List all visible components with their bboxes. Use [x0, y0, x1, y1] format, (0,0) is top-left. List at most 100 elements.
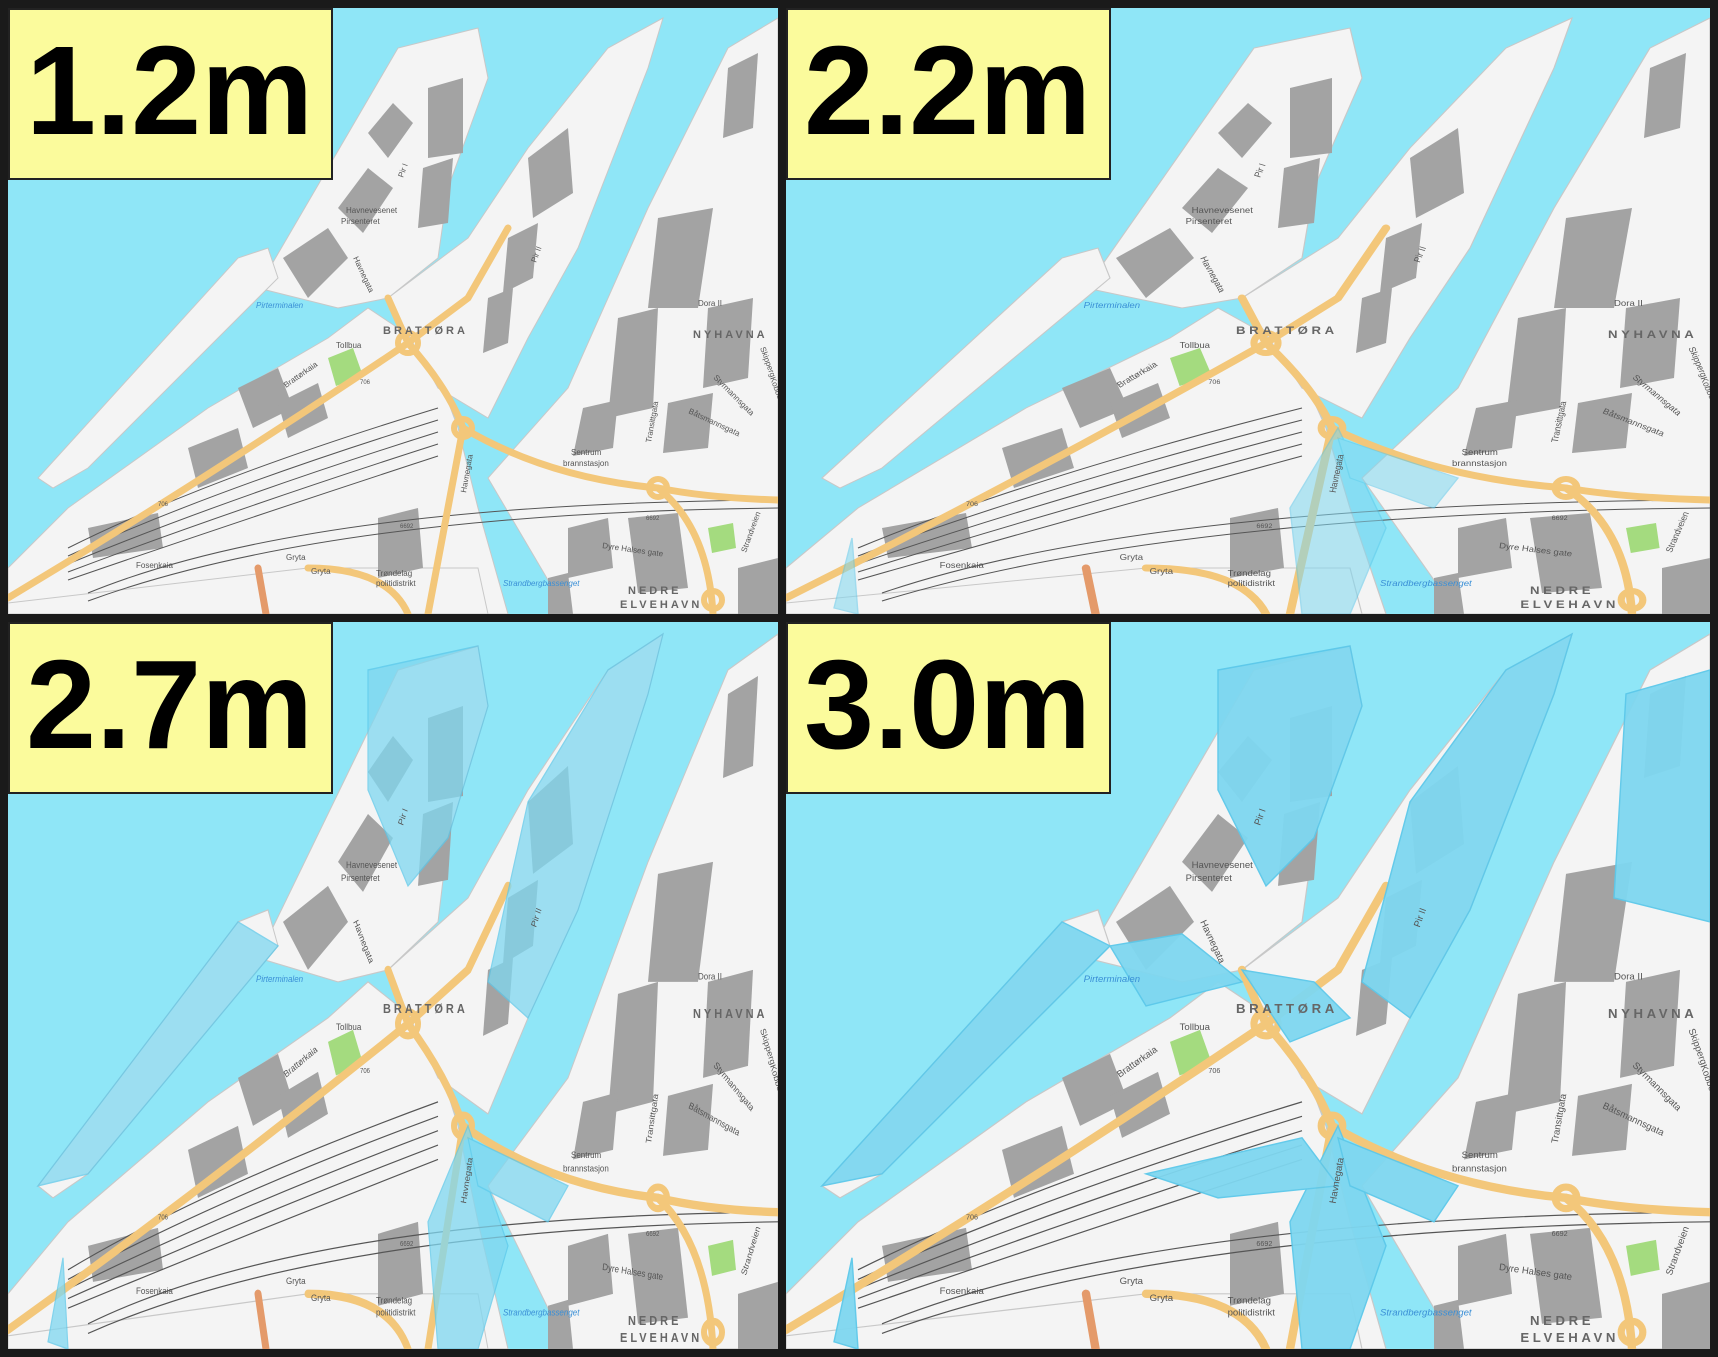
harbor-map: BRATTØRA NYHAVNA NEDRE ELVEHAVN Havneves… — [8, 632, 778, 1349]
label-road-6692: 6692 — [400, 1240, 414, 1248]
label-dora2: Dora II — [1614, 299, 1643, 308]
label-nedre: NEDRE — [628, 1313, 681, 1328]
label-elvehavn: ELVEHAVN — [620, 1330, 702, 1345]
label-brannstasjon: brannstasjon — [1452, 1163, 1507, 1174]
label-brannstasjon: brannstasjon — [563, 459, 609, 468]
label-brannstasjon: brannstasjon — [1452, 459, 1507, 468]
label-pirterminalen: Pirterminalen — [256, 973, 303, 984]
label-brannstasjon: brannstasjon — [563, 1163, 609, 1174]
harbor-map: BRATTØRA NYHAVNA NEDRE ELVEHAVN Havneves… — [786, 16, 1710, 614]
label-road-6692-b: 6692 — [1552, 1229, 1568, 1238]
label-politidistrikt: politidistrikt — [376, 579, 416, 588]
label-road-6692-b: 6692 — [646, 516, 660, 522]
label-road-6692: 6692 — [400, 524, 414, 530]
label-fosenkaia: Fosenkaia — [940, 1286, 985, 1297]
label-kobbe: Kobbe — [768, 376, 778, 401]
label-pirterminalen: Pirterminalen — [1084, 301, 1141, 310]
label-politidistrikt: politidistrikt — [1228, 579, 1276, 588]
label-road-706-b: 706 — [158, 502, 169, 508]
label-tollbua: Tollbua — [336, 341, 362, 350]
water-level-label: 3.0m — [786, 622, 1112, 794]
label-pirsenteret: Pirsenteret — [1186, 217, 1233, 226]
building-layer — [882, 53, 1710, 614]
label-trondelag: Trøndelag — [376, 569, 412, 578]
label-nedre: NEDRE — [628, 585, 682, 597]
flood-map-panel-3: BRATTØRA NYHAVNA NEDRE ELVEHAVN Havneves… — [8, 622, 778, 1349]
label-kobbe: Kobbe — [768, 1063, 778, 1093]
label-gryta-1: Gryta — [286, 1276, 306, 1287]
label-basin: Strandbergbassenget — [503, 1307, 580, 1318]
label-brattora: BRATTØRA — [383, 325, 468, 337]
water-level-label: 2.2m — [786, 8, 1112, 180]
label-trondelag: Trøndelag — [376, 1295, 412, 1306]
label-politidistrikt: politidistrikt — [376, 1307, 416, 1318]
harbor-map: BRATTØRA NYHAVNA NEDRE ELVEHAVN Havneves… — [786, 632, 1710, 1349]
label-nyhavna: NYHAVNA — [1608, 1006, 1697, 1021]
label-nedre: NEDRE — [1530, 1313, 1594, 1328]
flood-overlay — [833, 426, 1460, 614]
water-level-label: 1.2m — [8, 8, 334, 180]
label-gryta-1: Gryta — [286, 553, 306, 562]
label-pirsenteret: Pirsenteret — [341, 872, 380, 883]
label-pirterminalen: Pirterminalen — [256, 301, 304, 310]
building-layer — [88, 53, 778, 614]
label-havnevesenet: Havnevesenet — [1192, 860, 1254, 871]
label-gryta-1: Gryta — [1120, 1276, 1144, 1287]
label-trondelag: Trøndelag — [1228, 1295, 1271, 1306]
label-nyhavna: NYHAVNA — [1608, 328, 1697, 341]
label-tollbua: Tollbua — [1180, 341, 1210, 350]
label-trondelag: Trøndelag — [1228, 569, 1271, 578]
label-pirterminalen: Pirterminalen — [1084, 974, 1140, 985]
label-road-706: 706 — [360, 1068, 370, 1076]
flood-map-panel-1: BRATTØRA NYHAVNA NEDRE ELVEHAVN Havneves… — [8, 8, 778, 614]
flood-overlay — [36, 632, 664, 1349]
label-sentrum: Sentrum — [571, 1150, 601, 1161]
label-nyhavna: NYHAVNA — [693, 1006, 767, 1021]
label-tollbua: Tollbua — [1180, 1022, 1211, 1033]
label-gryta-2: Gryta — [311, 1292, 331, 1303]
label-road-6692-b: 6692 — [1552, 515, 1568, 521]
label-road-6692-b: 6692 — [646, 1231, 660, 1239]
flood-overlay — [819, 632, 1710, 1349]
label-elvehavn: ELVEHAVN — [620, 599, 702, 611]
label-pirsenteret: Pirsenteret — [1186, 873, 1233, 884]
road-layer — [8, 224, 778, 614]
flood-map-panel-2: BRATTØRA NYHAVNA NEDRE ELVEHAVN Havneves… — [786, 8, 1710, 614]
label-sentrum: Sentrum — [571, 448, 602, 457]
label-kobbe: Kobbe — [1698, 376, 1710, 401]
label-havnevesenet: Havnevesenet — [1192, 206, 1254, 215]
label-fosenkaia: Fosenkaia — [136, 1285, 173, 1296]
label-gryta-2: Gryta — [1150, 567, 1174, 576]
label-road-706: 706 — [360, 380, 371, 386]
roundabouts — [395, 330, 725, 612]
label-havnevesenet: Havnevesenet — [346, 859, 398, 870]
label-havnevesenet: Havnevesenet — [346, 206, 398, 215]
label-road-706-b: 706 — [158, 1214, 168, 1222]
label-dora2: Dora II — [1614, 972, 1643, 983]
label-dora2: Dora II — [698, 971, 722, 982]
label-gryta-1: Gryta — [1120, 553, 1144, 562]
label-pir1: Pir I — [1252, 807, 1268, 827]
road-layer — [786, 224, 1710, 614]
label-nedre: NEDRE — [1530, 584, 1594, 597]
harbor-map: BRATTØRA NYHAVNA NEDRE ELVEHAVN Havneves… — [8, 16, 778, 614]
label-basin: Strandbergbassenget — [1380, 579, 1472, 588]
label-fosenkaia: Fosenkaia — [136, 561, 173, 570]
label-elvehavn: ELVEHAVN — [1520, 598, 1619, 611]
label-tollbua: Tollbua — [336, 1021, 361, 1032]
water-level-label: 2.7m — [8, 622, 334, 794]
label-road-6692: 6692 — [1256, 1239, 1272, 1248]
label-sentrum: Sentrum — [1462, 448, 1498, 457]
flood-map-panel-4: BRATTØRA NYHAVNA NEDRE ELVEHAVN Havneves… — [786, 622, 1710, 1349]
label-elvehavn: ELVEHAVN — [1520, 1330, 1619, 1345]
label-pirsenteret: Pirsenteret — [341, 217, 380, 226]
label-road-706-b: 706 — [966, 501, 978, 507]
label-politidistrikt: politidistrikt — [1228, 1307, 1276, 1318]
label-road-6692: 6692 — [1256, 523, 1272, 529]
label-fosenkaia: Fosenkaia — [940, 561, 984, 570]
label-gryta-2: Gryta — [1150, 1293, 1174, 1304]
label-gryta-2: Gryta — [311, 567, 331, 576]
label-brattora: BRATTØRA — [1236, 324, 1338, 337]
label-road-706: 706 — [1208, 1066, 1220, 1075]
label-sentrum: Sentrum — [1462, 1150, 1498, 1161]
